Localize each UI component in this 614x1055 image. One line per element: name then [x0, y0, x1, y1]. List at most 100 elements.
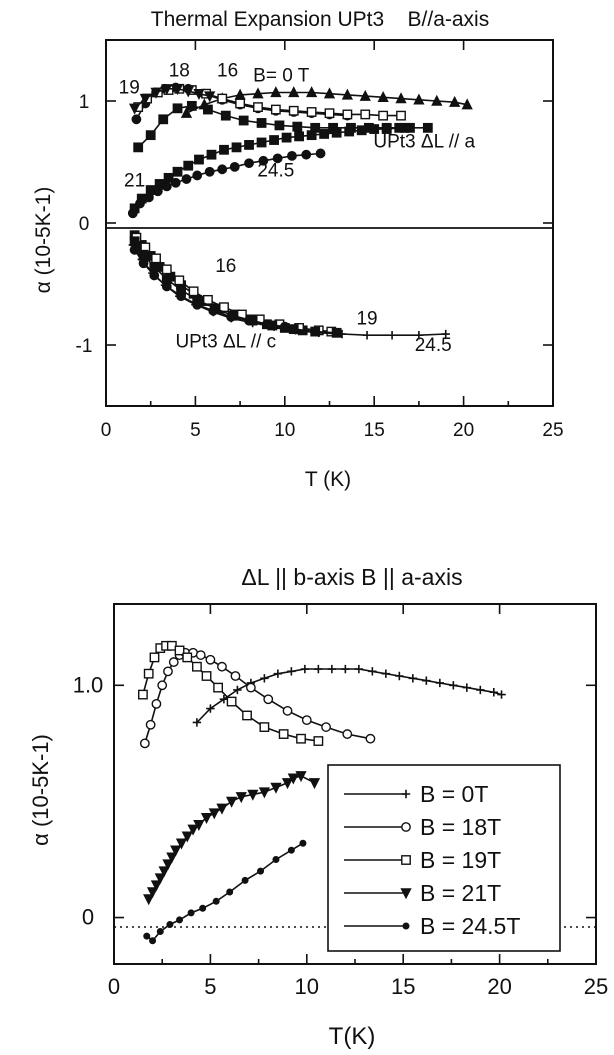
- series-4: [128, 84, 216, 115]
- x-tick-label: 20: [453, 420, 474, 441]
- data-point: [323, 87, 336, 99]
- y-tick-label: 1: [79, 92, 90, 113]
- legend-item: B = 18T: [344, 814, 501, 840]
- data-point: [162, 859, 174, 871]
- data-point: [220, 110, 231, 121]
- data-point: [342, 729, 353, 739]
- series-line: [142, 644, 319, 742]
- data-point: [278, 729, 289, 739]
- data-point: [212, 897, 220, 905]
- data-point: [163, 666, 173, 677]
- data-point: [143, 932, 151, 940]
- data-point: [143, 668, 154, 679]
- y-tick-label: 0: [79, 214, 90, 235]
- data-point: [187, 824, 199, 836]
- data-point: [217, 164, 228, 175]
- data-point: [139, 738, 150, 749]
- data-point: [327, 664, 337, 674]
- data-point: [188, 286, 199, 297]
- data-point: [282, 705, 293, 716]
- x-tick-label: 5: [204, 974, 216, 999]
- data-point: [145, 130, 156, 141]
- data-point: [287, 150, 297, 161]
- data-point: [149, 937, 157, 945]
- x-tick-label: 10: [274, 420, 295, 441]
- data-point: [253, 102, 263, 113]
- data-point: [235, 98, 245, 109]
- legend-item: B = 0T: [344, 781, 488, 807]
- data-point: [171, 84, 184, 96]
- data-point: [395, 92, 407, 104]
- data-point: [174, 275, 185, 286]
- annotation-label: 24.5: [257, 161, 294, 182]
- data-point: [151, 698, 162, 709]
- data-point: [269, 322, 279, 331]
- data-point: [149, 262, 160, 272]
- data-point: [145, 719, 156, 730]
- data-point: [186, 100, 197, 111]
- data-point: [226, 888, 234, 896]
- data-point: [170, 845, 182, 857]
- chart-title: Thermal Expansion UPt3 B//a-axis: [151, 8, 489, 31]
- data-point: [192, 299, 203, 310]
- x-tick-label: 0: [101, 420, 112, 441]
- data-point: [413, 93, 425, 105]
- data-point: [216, 803, 228, 815]
- data-point: [166, 852, 178, 864]
- legend-marker: [400, 888, 412, 900]
- annotation-label: 16: [217, 61, 238, 82]
- data-point: [270, 782, 282, 794]
- y-tick-label: 0: [82, 905, 94, 930]
- annotation-label: UPt3 ΔL // c: [175, 331, 276, 352]
- data-point: [230, 671, 241, 681]
- data-point: [489, 688, 499, 697]
- legend-item: B = 24.5T: [344, 913, 520, 939]
- data-point: [431, 94, 443, 106]
- data-point: [219, 695, 229, 704]
- data-point: [422, 676, 431, 685]
- data-point: [292, 121, 303, 132]
- x-ticks: 0 5 10 15 20 25: [101, 40, 564, 441]
- data-point: [258, 155, 269, 166]
- data-point: [287, 667, 296, 676]
- legend-marker: [401, 855, 411, 865]
- data-point: [233, 685, 242, 695]
- x-tick-label: 5: [190, 420, 201, 441]
- data-point: [354, 664, 364, 674]
- data-point: [356, 125, 367, 136]
- data-point: [226, 312, 237, 322]
- annotation-label: 21: [124, 170, 145, 191]
- data-point: [129, 244, 140, 255]
- data-point: [281, 778, 294, 790]
- data-point: [187, 909, 195, 917]
- data-point: [176, 916, 184, 924]
- data-point: [270, 104, 281, 115]
- data-point: [175, 838, 188, 850]
- x-axis-label: T(K): [329, 1023, 376, 1050]
- data-point: [315, 148, 326, 159]
- data-point: [306, 107, 317, 117]
- data-point: [295, 771, 307, 783]
- data-point: [149, 270, 160, 281]
- data-point: [192, 661, 202, 672]
- data-point: [149, 652, 160, 663]
- data-point: [337, 329, 347, 339]
- data-point: [381, 124, 392, 134]
- data-point: [182, 86, 194, 98]
- series-layer: [138, 640, 506, 945]
- data-point: [497, 690, 506, 699]
- data-point: [181, 174, 192, 184]
- data-point: [342, 109, 353, 120]
- data-point: [217, 661, 227, 672]
- data-point: [182, 652, 193, 663]
- data-point: [146, 887, 159, 899]
- series-line: [144, 651, 371, 744]
- data-point: [193, 819, 205, 831]
- data-point: [194, 154, 204, 165]
- x-tick-label: 20: [487, 974, 511, 999]
- data-point: [256, 137, 267, 148]
- data-point: [287, 773, 299, 785]
- x-ticks: 0 5 10 15 20 25: [108, 604, 608, 999]
- data-point: [262, 319, 272, 330]
